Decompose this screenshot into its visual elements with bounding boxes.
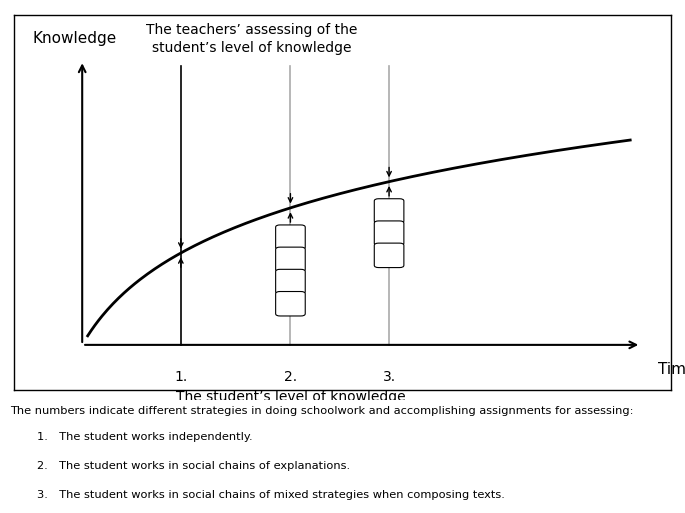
Text: The student’s level of knowledge: The student’s level of knowledge [175, 390, 406, 404]
Text: The numbers indicate different strategies in doing schoolwork and accomplishing : The numbers indicate different strategie… [10, 406, 634, 416]
FancyBboxPatch shape [275, 247, 306, 271]
FancyBboxPatch shape [374, 221, 404, 245]
Text: Knowledge: Knowledge [33, 31, 117, 46]
Text: The teachers’ assessing of the
student’s level of knowledge: The teachers’ assessing of the student’s… [147, 24, 358, 55]
Text: Time: Time [658, 362, 685, 377]
Text: 2.: 2. [284, 370, 297, 384]
FancyBboxPatch shape [374, 243, 404, 268]
Text: 3.: 3. [382, 370, 396, 384]
FancyBboxPatch shape [275, 291, 306, 316]
Text: 1. The student works independently.: 1. The student works independently. [37, 432, 253, 442]
Text: 1.: 1. [174, 370, 188, 384]
Text: 3. The student works in social chains of mixed strategies when composing texts.: 3. The student works in social chains of… [37, 490, 505, 500]
Text: 2. The student works in social chains of explanations.: 2. The student works in social chains of… [37, 461, 350, 471]
FancyBboxPatch shape [374, 199, 404, 223]
FancyBboxPatch shape [275, 269, 306, 294]
FancyBboxPatch shape [275, 225, 306, 249]
